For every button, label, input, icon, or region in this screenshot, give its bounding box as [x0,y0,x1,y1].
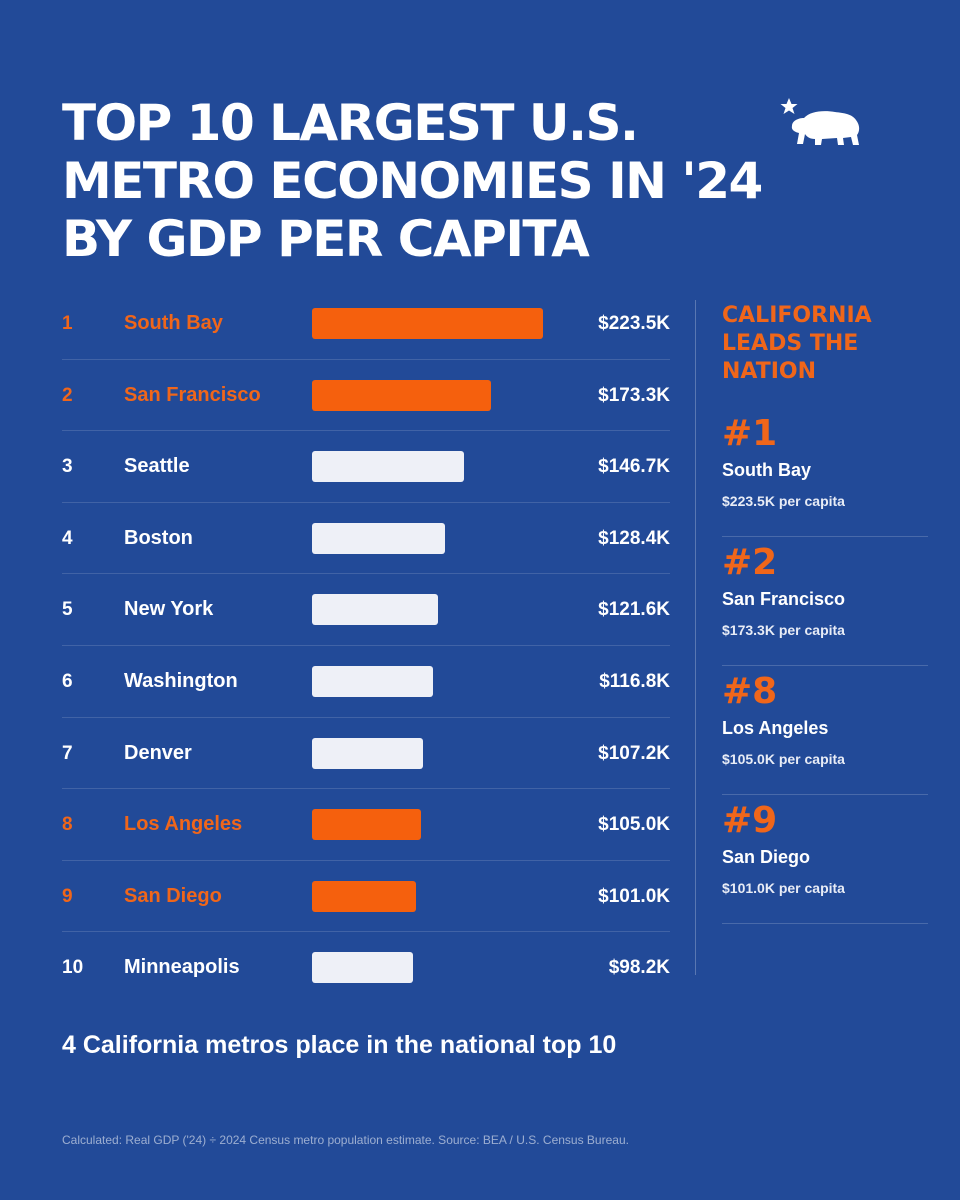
chart-row: 8 Los Angeles $105.0K [62,789,670,861]
bar [312,451,464,483]
value-label: $173.3K [598,384,670,406]
value-label: $101.0K [598,885,670,907]
value-label: $116.8K [599,671,670,692]
rank-label: 9 [62,885,73,907]
rank-label: 10 [62,957,84,979]
footer-note: 4 California metros place in the nationa… [62,1031,617,1059]
source-note: Calculated: Real GDP ('24) ÷ 2024 Census… [62,1133,629,1147]
card-value: $173.3K per capita [722,622,845,638]
card-rank: #9 [722,800,778,841]
value-label: $105.0K [598,814,670,836]
card-value: $101.0K per capita [722,880,845,896]
chart-row: 3 Seattle $146.7K [62,431,670,503]
bar [312,379,492,411]
rank-label: 4 [62,527,73,549]
card-name: San Diego [722,847,811,867]
value-label: $107.2K [598,742,670,764]
california-bear-icon [780,98,860,145]
bar [312,952,414,984]
category-label: New York [124,598,214,621]
card-value: $105.0K per capita [722,751,845,767]
rank-label: 3 [62,456,73,478]
value-label: $223.5K [598,313,670,334]
category-label: Minneapolis [124,956,240,979]
chart-row: 10 Minneapolis $98.2K [62,932,670,1004]
card-name: South Bay [722,460,812,480]
card-rank: #2 [722,542,778,583]
chart-row: 5 New York $121.6K [62,574,670,646]
bar [312,880,417,912]
sidebar-divider [695,300,696,975]
rank-label: 6 [62,671,73,692]
category-label: Seattle [124,455,190,478]
bar [312,809,421,841]
card-name: Los Angeles [722,718,829,738]
category-label: Boston [124,526,193,549]
card-value: $223.5K per capita [722,493,845,509]
sidebar-card: #9 San Diego $101.0K per capita [722,795,928,924]
bar [312,594,438,626]
category-label: San Francisco [124,383,261,406]
chart-row: 4 Boston $128.4K [62,503,670,575]
sidebar-heading: CALIFORNIA LEADS THE NATION [722,303,872,384]
bar-chart: 1 South Bay $223.5K 2 San Francisco $173.3K 3 S… [62,288,670,1004]
value-label: $98.2K [608,957,670,979]
category-label: Washington [124,670,238,692]
bar [312,737,423,769]
chart-row: 1 South Bay $223.5K [62,288,670,360]
rank-label: 1 [62,313,73,334]
rank-label: 2 [62,384,73,406]
category-label: San Diego [124,884,222,907]
card-rank: #1 [722,413,778,454]
value-label: $121.6K [598,599,670,621]
value-label: $128.4K [598,527,670,549]
category-label: Denver [124,741,192,764]
page-title: TOP 10 LARGEST U.S. METRO ECONOMIES IN '… [62,94,763,268]
chart-row: 6 Washington $116.8K [62,646,670,718]
category-label: Los Angeles [124,813,243,836]
rank-label: 8 [62,814,73,836]
sidebar-card: #2 San Francisco $173.3K per capita [722,537,928,666]
value-label: $146.7K [598,456,670,478]
chart-row: 7 Denver $107.2K [62,718,670,790]
bar [312,666,433,697]
chart-row: 9 San Diego $101.0K [62,861,670,933]
card-rank: #8 [722,671,778,712]
sidebar-card: #8 Los Angeles $105.0K per capita [722,666,928,795]
rank-label: 7 [62,742,73,764]
sidebar-cards: #1 South Bay $223.5K per capita #2 San F… [722,408,928,924]
sidebar-card: #1 South Bay $223.5K per capita [722,408,928,537]
chart-row: 2 San Francisco $173.3K [62,360,670,432]
card-name: San Francisco [722,589,846,609]
rank-label: 5 [62,599,73,621]
bar [312,308,543,339]
category-label: South Bay [124,312,223,334]
bar [312,522,445,554]
